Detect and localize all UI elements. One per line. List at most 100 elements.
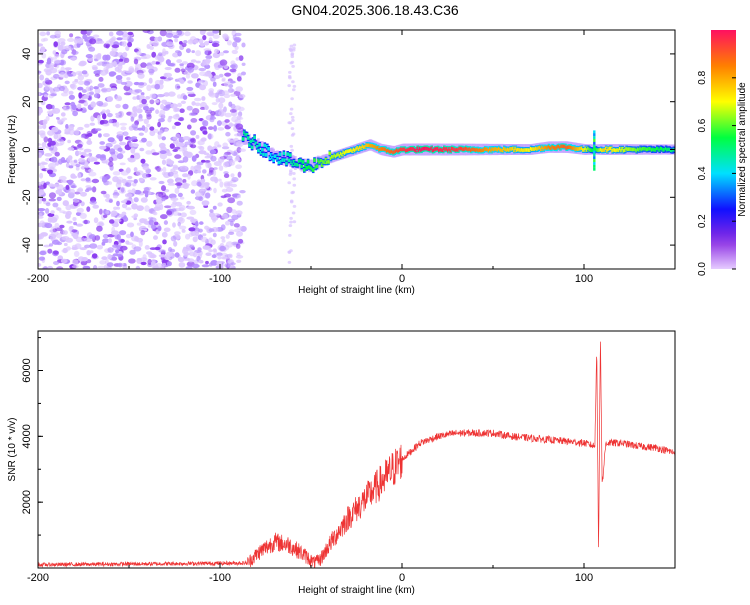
noise-dot <box>123 92 132 96</box>
noise-dot <box>38 107 43 114</box>
noise-dot <box>73 199 80 203</box>
noise-dot <box>235 140 244 148</box>
noise-dot <box>155 109 160 114</box>
noise-dot <box>170 103 178 109</box>
noise-dot <box>220 156 225 161</box>
noise-dot <box>182 95 188 100</box>
noise-dot <box>125 207 132 211</box>
noise-dot <box>115 95 122 102</box>
noise-dot <box>167 178 174 184</box>
noise-dot <box>101 241 106 246</box>
noise-dot <box>50 156 58 163</box>
noise-dot <box>141 125 146 132</box>
noise-dot <box>41 197 47 202</box>
noise-dot <box>47 169 53 174</box>
noise-dot <box>43 244 51 248</box>
noise-dot <box>96 54 102 60</box>
noise-band-dot <box>287 181 292 185</box>
chart-title: GN04.2025.306.18.43.C36 <box>291 2 459 18</box>
noise-dot <box>77 126 84 131</box>
noise-band-dot <box>290 127 295 131</box>
noise-dot <box>66 156 73 163</box>
noise-dot <box>146 44 151 49</box>
noise-dot <box>61 236 70 241</box>
noise-dot <box>77 187 84 193</box>
noise-dot <box>96 244 104 250</box>
noise-dot <box>195 221 199 227</box>
noise-dot <box>48 147 54 151</box>
noise-band-dot <box>292 43 297 47</box>
noise-dot <box>61 49 68 55</box>
noise-dot <box>136 258 143 264</box>
noise-dot <box>230 60 236 66</box>
ridge-core <box>453 147 456 152</box>
noise-dot <box>187 91 195 95</box>
noise-dot <box>99 141 105 145</box>
ridge-core <box>561 144 565 149</box>
y-tick-label: 2000 <box>21 490 33 514</box>
noise-dot <box>218 110 227 117</box>
ridge-core <box>300 164 303 169</box>
noise-dot <box>217 127 225 131</box>
noise-dot <box>57 134 62 140</box>
noise-dot <box>182 156 189 163</box>
noise-dot <box>221 78 226 82</box>
noise-dot <box>38 152 42 159</box>
noise-dot <box>172 211 180 216</box>
noise-dot <box>98 76 104 82</box>
noise-dot <box>145 150 153 155</box>
noise-dot <box>112 194 119 199</box>
noise-dot <box>105 175 111 179</box>
noise-dot <box>120 170 129 176</box>
noise-dot <box>174 154 182 159</box>
noise-dot <box>83 94 89 100</box>
noise-dot <box>230 103 236 109</box>
noise-dot <box>53 250 59 255</box>
ridge-spike <box>593 150 596 154</box>
noise-dot <box>145 96 151 100</box>
noise-dot <box>151 262 159 269</box>
ridge-core <box>301 160 305 164</box>
ridge-spike <box>593 164 596 168</box>
noise-dot <box>140 229 146 236</box>
noise-dot <box>124 80 133 87</box>
noise-dot <box>222 256 230 260</box>
noise-dot <box>96 62 103 66</box>
noise-dot <box>199 221 204 225</box>
noise-dot <box>126 242 134 246</box>
ridge-core <box>467 147 470 152</box>
noise-dot <box>169 143 175 149</box>
noise-dot <box>133 189 142 195</box>
noise-dot <box>225 241 234 248</box>
noise-dot <box>81 237 86 243</box>
noise-dot <box>38 59 44 64</box>
noise-dot <box>93 161 100 165</box>
noise-band-dot <box>292 46 296 50</box>
noise-dot <box>38 162 41 166</box>
noise-band-dot <box>287 250 292 254</box>
noise-dot <box>105 43 111 48</box>
noise-dot <box>166 152 173 157</box>
plot-frame <box>37 330 676 569</box>
noise-dot <box>233 228 242 233</box>
noise-dot <box>140 62 147 68</box>
noise-dot <box>39 74 45 81</box>
noise-dot <box>100 69 108 76</box>
ridge-core <box>427 147 431 151</box>
noise-dot <box>102 54 109 61</box>
noise-dot <box>179 196 185 200</box>
noise-dot <box>38 234 42 240</box>
noise-dot <box>112 122 117 127</box>
noise-dot <box>60 92 69 97</box>
ridge-spike <box>593 161 596 165</box>
noise-dot <box>121 41 127 47</box>
noise-dot <box>227 253 233 259</box>
noise-dot <box>230 173 235 178</box>
noise-dot <box>209 116 217 120</box>
ridge-core <box>267 147 270 151</box>
noise-dot <box>235 210 243 216</box>
noise-dot <box>180 212 187 218</box>
noise-dot <box>38 208 46 212</box>
noise-dot <box>183 182 188 186</box>
noise-dot <box>146 251 153 255</box>
